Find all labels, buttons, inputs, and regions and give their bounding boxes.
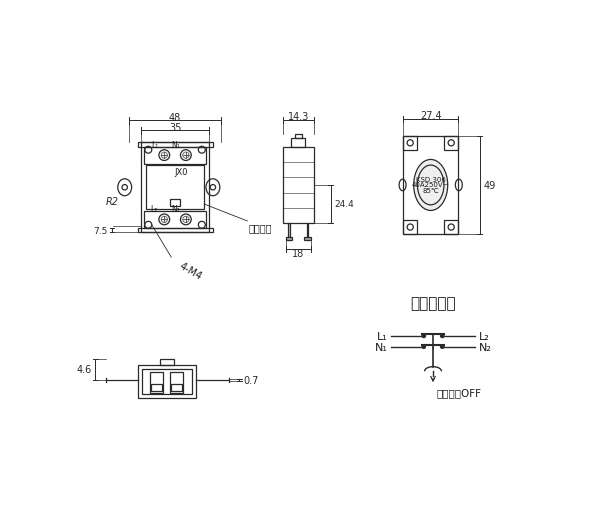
Bar [171, 385, 182, 391]
Text: 85℃: 85℃ [422, 188, 439, 194]
Text: L₂: L₂ [151, 205, 158, 214]
Circle shape [181, 151, 191, 161]
Text: 18: 18 [292, 248, 304, 259]
Text: 4.6: 4.6 [76, 365, 92, 375]
Circle shape [181, 215, 191, 225]
Bar [145, 212, 206, 229]
Text: 4-M4: 4-M4 [178, 261, 203, 281]
Text: L₂: L₂ [478, 331, 489, 341]
Text: 0.7: 0.7 [243, 375, 259, 385]
Text: N₁: N₁ [375, 342, 388, 352]
Circle shape [440, 345, 444, 349]
Text: N₂: N₂ [478, 342, 491, 352]
Bar [286, 237, 292, 240]
Text: 断开示意图: 断开示意图 [410, 296, 456, 310]
Bar [146, 166, 204, 210]
Text: 49: 49 [484, 181, 496, 190]
Bar [444, 136, 458, 151]
Circle shape [159, 215, 170, 225]
Text: N₂: N₂ [171, 205, 179, 214]
Bar [142, 143, 209, 233]
Bar [295, 134, 302, 138]
Circle shape [159, 151, 170, 161]
Text: L₁: L₁ [151, 140, 158, 150]
Text: 手动复位: 手动复位 [249, 222, 272, 232]
Circle shape [440, 334, 444, 338]
Text: R2: R2 [106, 196, 118, 207]
Bar [139, 365, 196, 399]
Ellipse shape [455, 180, 462, 191]
Bar [137, 229, 212, 233]
Text: JX0: JX0 [175, 167, 188, 177]
Bar [288, 223, 290, 240]
Bar [142, 369, 193, 394]
Circle shape [422, 345, 425, 349]
Bar [137, 143, 212, 147]
Bar [304, 237, 311, 240]
Ellipse shape [413, 160, 448, 211]
Bar [170, 199, 181, 207]
Bar [151, 372, 163, 393]
Bar [170, 372, 183, 393]
Text: 24.4: 24.4 [334, 200, 354, 209]
Text: 27.4: 27.4 [420, 111, 442, 121]
Circle shape [422, 334, 425, 338]
Bar [151, 385, 162, 391]
Text: KSD 306: KSD 306 [416, 177, 446, 182]
Text: N₁: N₁ [171, 140, 179, 150]
Bar [307, 223, 308, 240]
Text: 40A250V~: 40A250V~ [412, 182, 449, 188]
Text: 7.5: 7.5 [94, 226, 108, 235]
Text: 35: 35 [169, 122, 181, 132]
Bar [292, 138, 305, 148]
Bar [145, 147, 206, 164]
Bar [444, 221, 458, 235]
Text: 14.3: 14.3 [287, 112, 309, 122]
Bar [283, 148, 314, 223]
Bar [403, 221, 417, 235]
Text: 温度上升OFF: 温度上升OFF [436, 388, 481, 398]
Bar [403, 136, 417, 151]
Bar [160, 359, 174, 365]
Ellipse shape [399, 180, 406, 191]
Bar [403, 136, 458, 235]
Text: 48: 48 [169, 112, 181, 122]
Text: L₁: L₁ [377, 331, 388, 341]
